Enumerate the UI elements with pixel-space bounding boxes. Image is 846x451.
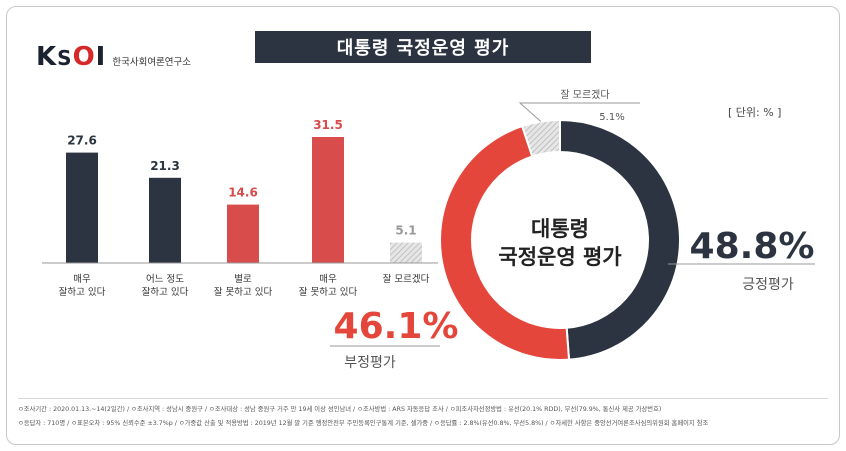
slice-value-positive: 48.8% (690, 226, 815, 267)
bar-value-label-2: 21.3 (150, 159, 180, 173)
bar-value-label-3: 14.6 (228, 186, 258, 200)
bar-2 (149, 177, 181, 263)
page-title: 대통령 국정운영 평가 (255, 31, 591, 63)
logo: KSOI 한국사회여론연구소 (36, 42, 191, 72)
slice-name-positive: 긍정평가 (742, 277, 794, 293)
logo-mark: KSOI (36, 42, 107, 72)
bar-category-label-3: 잘 못하고 있다 (214, 286, 273, 298)
bar-category-label-1: 잘하고 있다 (59, 286, 106, 298)
bar-category-label-2: 잘하고 있다 (142, 286, 189, 298)
bar-value-label-4: 31.5 (313, 118, 343, 132)
leader-line-dontknow (518, 102, 640, 122)
slice-value-negative: 46.1% (334, 306, 459, 347)
bar-category-label-4: 잘 못하고 있다 (299, 286, 358, 298)
slice-value-dontknow: 5.1% (599, 112, 624, 123)
bar-3 (227, 204, 259, 263)
survey-footnote: ㅇ조사기간 : 2020.01.13.~14(2일간) / ㅇ조사지역 : 성남… (18, 398, 828, 431)
unit-label: [ 단위: % ] (728, 106, 782, 119)
bar-5 (390, 242, 422, 263)
bar-4 (312, 137, 344, 263)
footnote-line-1: ㅇ조사기간 : 2020.01.13.~14(2일간) / ㅇ조사지역 : 성남… (18, 406, 662, 413)
bar-1 (66, 152, 98, 263)
slice-name-negative: 부정평가 (344, 355, 396, 371)
donut-slice-1 (559, 118, 681, 361)
donut-slice-3 (520, 118, 561, 158)
bar-category-label-5: 잘 모르겠다 (383, 273, 430, 285)
bar-category-label-4: 매우 (319, 274, 337, 285)
bar-value-label-1: 27.6 (67, 134, 97, 148)
bar-value-label-5: 5.1 (395, 224, 416, 238)
chart-frame (6, 6, 840, 445)
slice-name-dontknow: 잘 모르겠다 (560, 89, 609, 101)
bar-category-label-1: 매우 (73, 274, 91, 285)
bar-category-label-2: 어느 정도 (146, 274, 184, 285)
donut-slice-2 (439, 124, 571, 361)
donut-center-label: 국정운영 평가 (498, 245, 622, 269)
logo-name: 한국사회여론연구소 (112, 57, 192, 68)
footnote-line-2: ㅇ응답자 : 710명 / ㅇ표본오차 : 95% 신뢰수준 ±3.7%p / … (18, 420, 709, 427)
bar-category-label-3: 별로 (234, 274, 252, 285)
donut-center-label: 대통령 (531, 217, 589, 241)
